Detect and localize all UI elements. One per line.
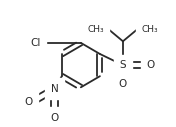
Text: O: O [147,60,155,70]
Text: N: N [51,84,59,94]
Text: O: O [24,97,32,107]
Text: O: O [119,79,127,89]
Text: S: S [120,60,126,70]
Text: Cl: Cl [30,38,40,48]
Text: CH₃: CH₃ [87,25,104,34]
Text: O: O [51,113,59,123]
Text: CH₃: CH₃ [142,25,159,34]
